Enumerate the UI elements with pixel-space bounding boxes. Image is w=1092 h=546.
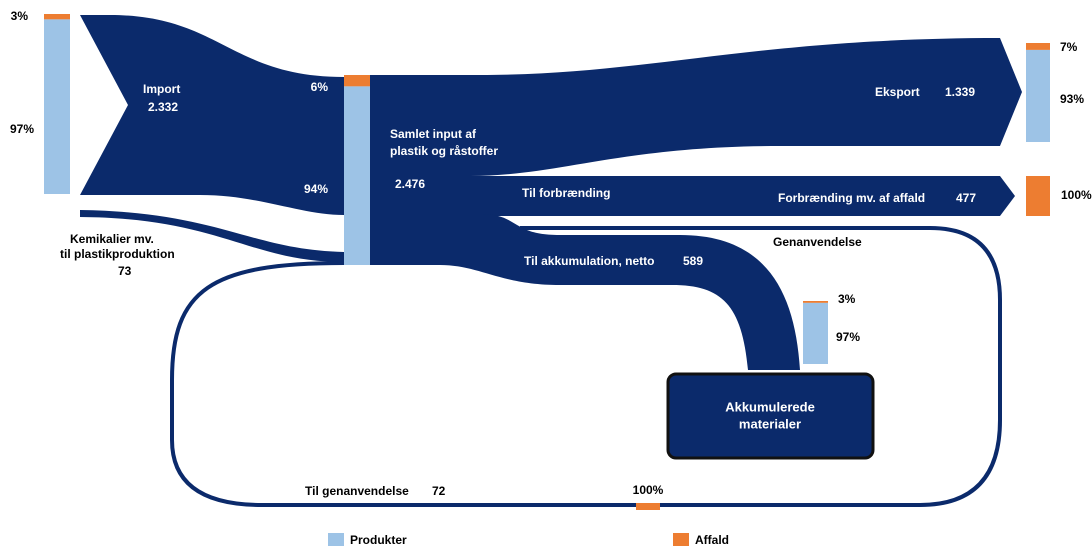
- to-recycling-value: 72: [432, 484, 446, 498]
- import-flow: [80, 15, 344, 215]
- accumulation-flow: [370, 214, 800, 370]
- accumulated-label: Akkumulerede: [725, 399, 815, 414]
- incineration-flow: [370, 176, 1015, 216]
- percent-label: 3%: [838, 292, 856, 306]
- bar-segment: [44, 19, 70, 195]
- percent-label: 93%: [1060, 92, 1084, 106]
- bar-segment: [1026, 43, 1050, 50]
- accumulated-label: materialer: [739, 416, 801, 431]
- to-recycling-label: Til genanvendelse: [305, 484, 409, 498]
- legend-label: Affald: [695, 533, 729, 546]
- percent-label: 6%: [311, 80, 329, 94]
- percent-label: 7%: [1060, 40, 1078, 54]
- bar-segment: [344, 86, 370, 266]
- legend-swatch: [328, 533, 344, 546]
- export-label: Eksport: [875, 85, 920, 99]
- legend-label: Produkter: [350, 533, 407, 546]
- chemicals-label: til plastikproduktion: [60, 247, 175, 261]
- recycling-return-label: Genanvendelse: [773, 235, 862, 249]
- bar-segment: [344, 75, 370, 87]
- bar-segment: [44, 14, 70, 20]
- percent-label: 97%: [10, 122, 34, 136]
- export-flow: [370, 38, 1022, 176]
- percent-label: 3%: [11, 9, 29, 23]
- accumulated-box: [666, 372, 875, 460]
- chemicals-flow: [80, 210, 344, 262]
- bar-segment: [1026, 49, 1050, 142]
- recycling-loop: [170, 226, 1002, 507]
- percent-label: 100%: [1061, 188, 1092, 202]
- total-input-value: 2.476: [395, 177, 425, 191]
- percent-label: 94%: [304, 182, 328, 196]
- total-input-label: plastik og råstoffer: [390, 144, 498, 158]
- percent-label: 100%: [633, 483, 664, 497]
- accumulation-value: 589: [683, 254, 703, 268]
- total-input-label: Samlet input af: [390, 127, 477, 141]
- legend-swatch: [673, 533, 689, 546]
- bar-segment: [1026, 176, 1050, 216]
- import-label: Import: [143, 82, 180, 96]
- to-incineration-label: Til forbrænding: [522, 186, 610, 200]
- export-value: 1.339: [945, 85, 975, 99]
- incineration-label: Forbrænding mv. af affald: [778, 191, 925, 205]
- percent-label: 97%: [836, 330, 860, 344]
- chemicals-value: 73: [118, 264, 132, 278]
- chemicals-label: Kemikalier mv.: [70, 232, 154, 246]
- bar-segment: [803, 301, 828, 303]
- accumulation-label: Til akkumulation, netto: [524, 254, 654, 268]
- import-value: 2.332: [148, 100, 178, 114]
- incineration-value: 477: [956, 191, 976, 205]
- bar-segment: [636, 503, 660, 510]
- bar-segment: [803, 302, 828, 364]
